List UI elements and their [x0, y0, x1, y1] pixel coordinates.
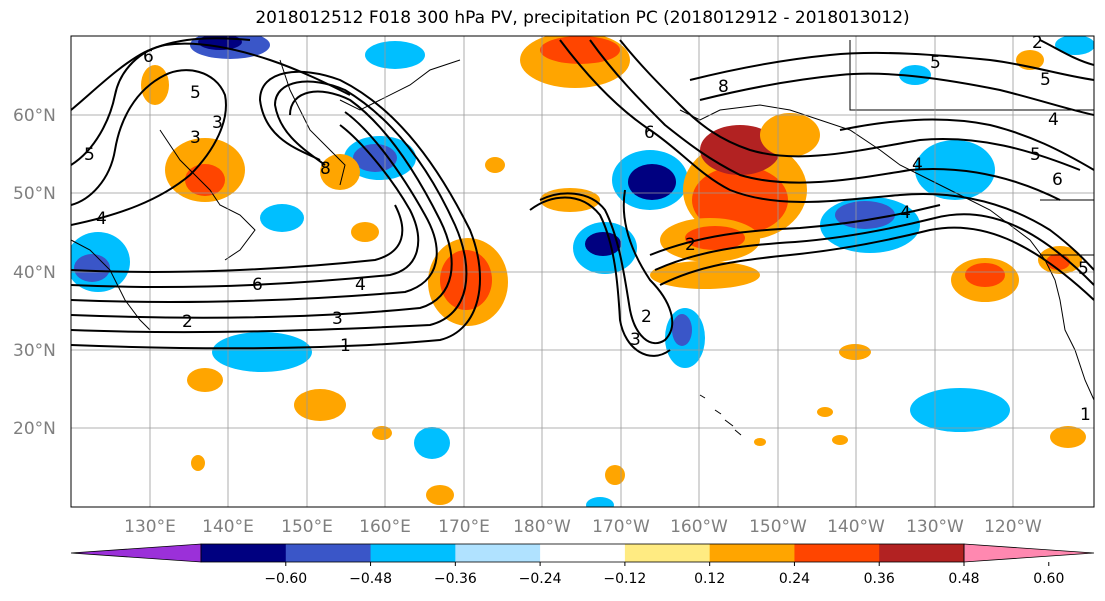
lon-label: 150°W: [749, 517, 807, 537]
pv-label: 4: [900, 203, 911, 223]
pv-label: 6: [1052, 170, 1063, 190]
lon-label: 140°E: [202, 517, 254, 537]
pv-label: 5: [190, 83, 201, 103]
colorbar-tick-label: 0.36: [864, 571, 895, 587]
colorbar-tick-label: −0.60: [264, 571, 307, 587]
map-frame: [70, 35, 1095, 508]
pv-label: 1: [1080, 405, 1091, 425]
pv-label: 5: [1078, 259, 1089, 279]
pv-label: 6: [644, 123, 655, 143]
pv-label: 5: [1040, 70, 1051, 90]
pv-label: 4: [912, 155, 923, 175]
lat-label: 20°N: [13, 419, 56, 439]
pv-label: 2: [641, 307, 652, 327]
lon-label: 130°E: [124, 517, 176, 537]
pv-label: 3: [630, 330, 641, 350]
pv-label: 4: [96, 209, 107, 229]
map-title: 2018012512 F018 300 hPa PV, precipitatio…: [255, 8, 910, 28]
colorbar-bin: [285, 544, 372, 562]
lon-label: 150°E: [281, 517, 333, 537]
colorbar-bin: [709, 544, 795, 562]
colorbar-bin: [794, 544, 880, 562]
pv-label: 6: [252, 275, 263, 295]
pv-label: 3: [190, 128, 201, 148]
pv-label: 8: [320, 159, 331, 179]
lon-label: 160°E: [359, 517, 411, 537]
pv-label: 4: [355, 275, 366, 295]
pv-label: 5: [1030, 145, 1041, 165]
pv-contours: [71, 37, 1094, 357]
colorbar: −0.60 −0.48 −0.36 −0.24 −0.12 0.12 0.24 0.36 0.4…: [70, 543, 1095, 587]
colorbar-tick-label: 0.60: [1033, 571, 1064, 587]
lon-label: 120°W: [984, 517, 1042, 537]
pv-label: 3: [212, 113, 223, 133]
lat-label: 60°N: [13, 106, 56, 126]
pv-label: 2: [182, 312, 193, 332]
colorbar-tick-label: −0.48: [349, 571, 392, 587]
lon-axis: 130°E 140°E 150°E 160°E 170°E 180°W 170°…: [124, 517, 1042, 537]
pv-label: 3: [332, 309, 343, 329]
colorbar-tick-label: −0.24: [519, 571, 562, 587]
pv-label: 2: [685, 235, 696, 255]
colorbar-tick-label: −0.36: [434, 571, 477, 587]
colorbar-bin: [540, 544, 626, 562]
graticule: [71, 36, 1094, 507]
pv-label: 6: [143, 47, 154, 67]
pv-label: 4: [1048, 110, 1059, 130]
colorbar-tick-label: 0.24: [779, 571, 810, 587]
colorbar-tick-label: −0.12: [603, 571, 646, 587]
lon-label: 140°W: [827, 517, 885, 537]
lon-label: 170°E: [438, 517, 490, 537]
colorbar-extend-high: [963, 543, 1095, 563]
colorbar-tick-label: 0.48: [948, 571, 979, 587]
colorbar-extend-low: [70, 543, 202, 563]
lon-label: 130°W: [906, 517, 964, 537]
lat-label: 40°N: [13, 263, 56, 283]
lon-label: 180°W: [513, 517, 571, 537]
colorbar-bin: [879, 544, 965, 562]
pv-label: 5: [84, 145, 95, 165]
colorbar-tick-label: 0.12: [694, 571, 725, 587]
colorbar-bin: [624, 544, 711, 562]
lat-label: 50°N: [13, 184, 56, 204]
colorbar-bin: [455, 544, 541, 562]
colorbar-frame: [200, 543, 965, 563]
colorbar-bin: [370, 544, 456, 562]
islands: [699, 394, 742, 436]
lat-axis: 60°N 50°N 40°N 30°N 20°N: [13, 106, 56, 439]
pv-label: 5: [930, 53, 941, 73]
pv-label: 2: [1032, 33, 1043, 53]
colorbar-bin: [201, 544, 287, 562]
pv-label: 1: [340, 336, 351, 356]
pv-label: 8: [718, 77, 729, 97]
pv-label-group: 6 5 3 3 5 8 4 6 4 3 1 2 8 6 2 3 2 5 5 4 …: [84, 33, 1091, 425]
lon-label: 170°W: [592, 517, 650, 537]
lon-label: 160°W: [670, 517, 728, 537]
map-area: [71, 36, 1094, 507]
lat-label: 30°N: [13, 341, 56, 361]
